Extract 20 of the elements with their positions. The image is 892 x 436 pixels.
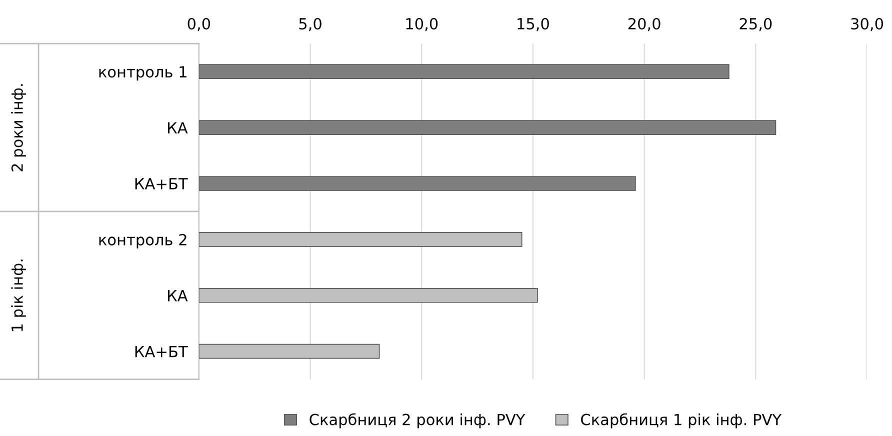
y-tick-label: КА+БТ xyxy=(135,178,188,190)
y-tick-label: КА+БТ xyxy=(135,346,188,358)
x-tick-label: 5,0 xyxy=(299,18,322,32)
legend-label: Скарбниця 2 роки інф. PVY xyxy=(310,413,526,428)
bar xyxy=(198,64,730,79)
bar xyxy=(198,176,636,191)
text: 1 рік інф. xyxy=(11,260,26,332)
y-tick-label: КА xyxy=(168,290,188,302)
x-tick-label: 30,0 xyxy=(851,18,884,32)
y-tick-label: КА xyxy=(168,122,188,134)
legend-label: Скарбниця 1 рік інф. PVY xyxy=(581,413,782,428)
x-tick-label: 0,0 xyxy=(188,18,210,32)
bar xyxy=(198,120,776,135)
x-tick-label: 15,0 xyxy=(518,18,549,32)
x-tick-label: 25,0 xyxy=(740,18,772,32)
y-tick-label: контроль 1 xyxy=(99,66,186,81)
text: 2 роки інф. xyxy=(11,84,26,172)
y-tick-label: контроль 2 xyxy=(99,234,186,248)
x-tick-label: 10,0 xyxy=(406,18,438,32)
x-tick-label: 20,0 xyxy=(628,18,660,32)
